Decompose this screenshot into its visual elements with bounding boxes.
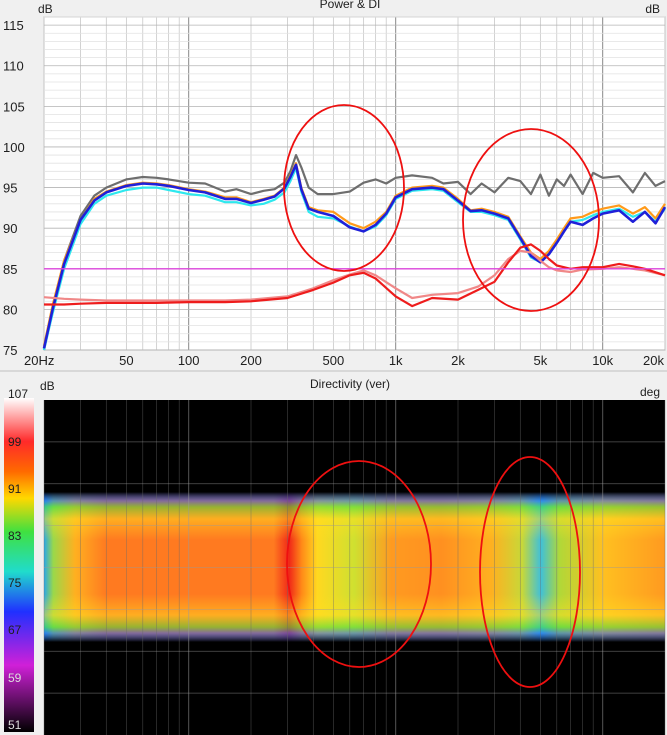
y-tick-label: 85: [3, 262, 17, 277]
y-tick-label: 80: [3, 302, 17, 317]
colorbar: [4, 398, 34, 732]
annotation-circle-1: [283, 104, 405, 272]
y-tick-label: 75: [3, 343, 17, 358]
grid: [43, 400, 666, 735]
y-tick-label: 110: [3, 59, 24, 74]
x-tick-label: 1k: [389, 353, 403, 368]
annotation-circle-3: [286, 460, 432, 668]
y-tick-label: 100: [3, 140, 25, 155]
x-tick-labels: 20Hz 50 100 200 500 1k 2k 5k 10k 20k: [24, 353, 664, 368]
colorbar-labels: 107 99 91 83 75 67 59 51: [8, 387, 28, 732]
y-unit-left: dB: [40, 379, 55, 393]
annotation-circle-4: [479, 456, 581, 688]
y-tick-label: 95: [3, 181, 17, 196]
colorbar-label: 51: [8, 718, 22, 732]
colorbar-label: 75: [8, 576, 22, 590]
annotation-circle-2: [462, 128, 600, 312]
colorbar-label: 59: [8, 671, 22, 685]
colorbar-label: 91: [8, 482, 22, 496]
x-tick-label: 20k: [643, 353, 664, 368]
x-tick-label: 50: [119, 353, 133, 368]
y-tick-labels: 75 80 85 90 95 100 105 110 115: [3, 18, 25, 358]
series-line-5: [43, 249, 666, 302]
series-group: [42, 154, 667, 351]
chart-title: Directivity (ver): [310, 377, 390, 391]
chart-divider: [0, 369, 667, 372]
y-unit-right: dB: [645, 2, 660, 16]
annotations: [283, 104, 600, 312]
series-line-6: [44, 243, 666, 308]
x-tick-label: 100: [178, 353, 200, 368]
x-tick-label: 2k: [451, 353, 465, 368]
series-line-1: [42, 154, 666, 351]
x-tick-label: 500: [323, 353, 345, 368]
heatmap-band-edge: [44, 492, 665, 642]
y-unit-right: deg: [640, 385, 660, 399]
y-tick-label: 105: [3, 99, 25, 114]
annotations: [286, 456, 581, 688]
x-tick-label: 5k: [534, 353, 548, 368]
x-tick-label: 10k: [592, 353, 613, 368]
series-line-4: [42, 163, 667, 349]
power-di-chart: 75 80 85 90 95 100 105 110 115 20Hz 50 100 200 500 1k…: [3, 0, 667, 368]
colorbar-label: 67: [8, 623, 22, 637]
colorbar-label: 83: [8, 529, 22, 543]
x-tick-label: 20Hz: [24, 353, 54, 368]
y-tick-label: 90: [3, 221, 17, 236]
x-tick-label: 200: [240, 353, 262, 368]
y-tick-label: 115: [3, 18, 24, 33]
y-unit-left: dB: [38, 2, 53, 16]
chart-title: Power & DI: [320, 0, 381, 11]
directivity-chart: 107 99 91 83 75 67 59 51 dB Directivity (ver) d…: [0, 372, 667, 735]
colorbar-label: 99: [8, 435, 22, 449]
colorbar-label: 107: [8, 387, 28, 401]
